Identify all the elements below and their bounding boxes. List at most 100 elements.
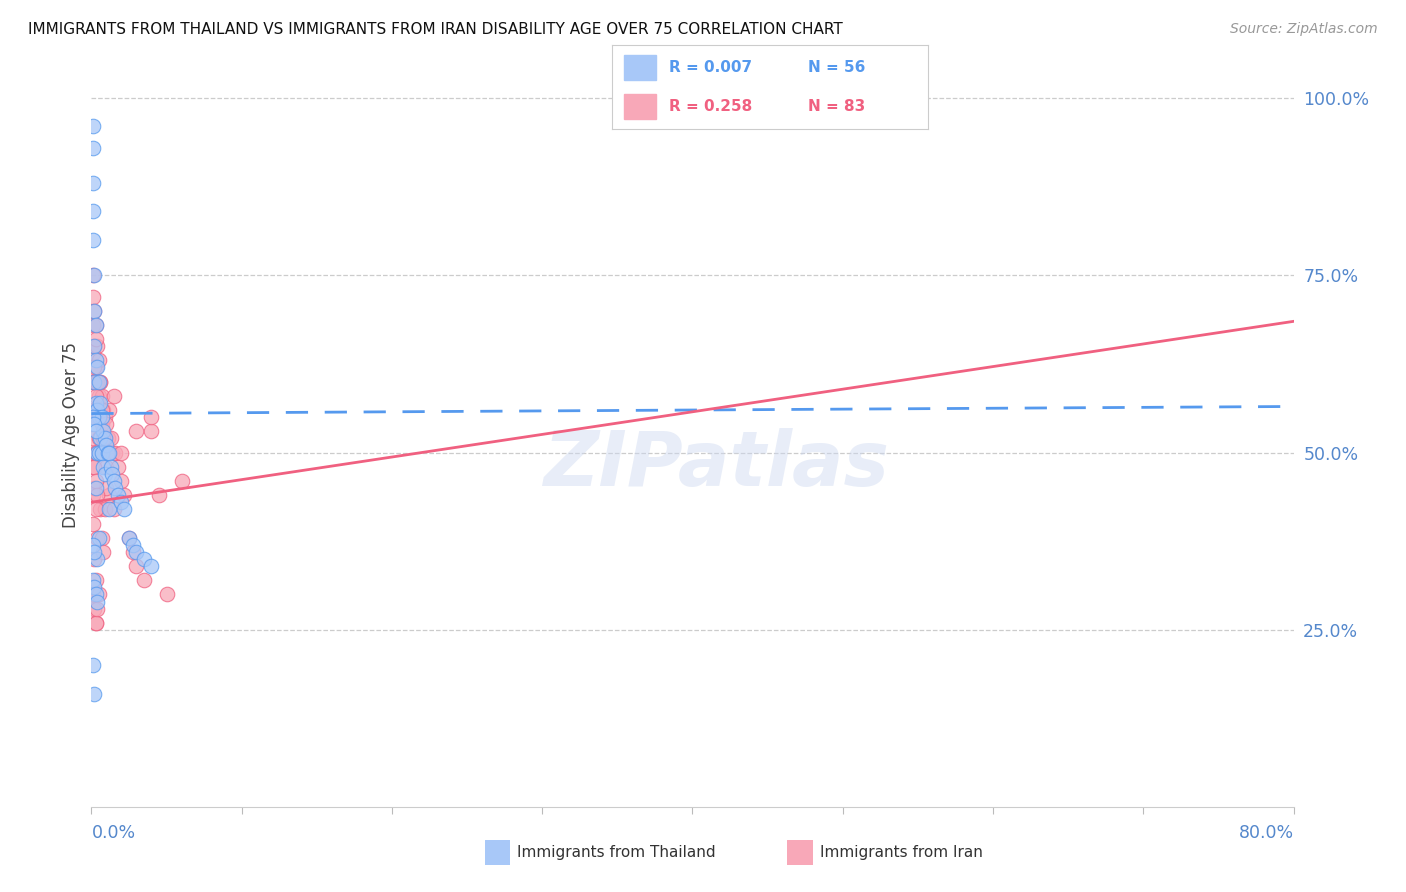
Point bbox=[82, 587, 104, 601]
Point bbox=[87, 410, 110, 425]
Point bbox=[94, 431, 117, 445]
Point bbox=[86, 594, 108, 608]
Point bbox=[84, 425, 107, 439]
Point bbox=[84, 502, 107, 516]
Point bbox=[82, 268, 104, 283]
Point bbox=[87, 587, 110, 601]
Point bbox=[98, 488, 121, 502]
Point bbox=[98, 445, 121, 459]
Text: ZIPatlas: ZIPatlas bbox=[544, 427, 890, 501]
Text: 80.0%: 80.0% bbox=[1239, 824, 1294, 842]
Point bbox=[83, 339, 105, 353]
Point bbox=[83, 687, 105, 701]
Point bbox=[84, 360, 107, 375]
Point bbox=[90, 445, 112, 459]
Point bbox=[86, 601, 108, 615]
Point bbox=[141, 559, 163, 574]
Point bbox=[84, 389, 107, 403]
Point bbox=[90, 389, 112, 403]
Text: Immigrants from Thailand: Immigrants from Thailand bbox=[517, 846, 716, 860]
Point bbox=[83, 303, 105, 318]
Point bbox=[94, 467, 117, 481]
Point bbox=[110, 474, 132, 488]
Point bbox=[101, 445, 124, 459]
Point bbox=[118, 531, 141, 545]
Point bbox=[86, 445, 108, 459]
Point bbox=[103, 502, 125, 516]
Point bbox=[104, 481, 127, 495]
Point bbox=[125, 559, 148, 574]
Point bbox=[86, 552, 108, 566]
Bar bbox=[624, 94, 655, 120]
Point bbox=[114, 488, 136, 502]
Point bbox=[83, 303, 105, 318]
Point bbox=[83, 339, 105, 353]
Point bbox=[103, 389, 125, 403]
Point bbox=[82, 516, 104, 531]
Point bbox=[82, 318, 104, 332]
Point bbox=[82, 403, 104, 417]
Point bbox=[83, 580, 105, 594]
Point bbox=[82, 410, 104, 425]
Point bbox=[87, 410, 110, 425]
Point bbox=[82, 431, 104, 445]
Text: N = 56: N = 56 bbox=[808, 60, 865, 75]
Point bbox=[82, 658, 104, 673]
Point bbox=[118, 531, 141, 545]
Point bbox=[83, 268, 105, 283]
Point bbox=[148, 488, 170, 502]
Point bbox=[84, 332, 107, 346]
Point bbox=[83, 545, 105, 559]
Point bbox=[86, 531, 108, 545]
Point bbox=[84, 615, 107, 630]
Text: Source: ZipAtlas.com: Source: ZipAtlas.com bbox=[1230, 22, 1378, 37]
Point bbox=[97, 431, 120, 445]
Point bbox=[84, 474, 107, 488]
Point bbox=[84, 396, 107, 410]
Point bbox=[83, 601, 105, 615]
Point bbox=[82, 289, 104, 303]
Point bbox=[82, 488, 104, 502]
Point bbox=[132, 552, 155, 566]
Point bbox=[122, 538, 145, 552]
Point bbox=[125, 545, 148, 559]
Point bbox=[83, 375, 105, 389]
Point bbox=[110, 495, 132, 509]
Point bbox=[89, 375, 111, 389]
Point bbox=[82, 375, 104, 389]
Point bbox=[98, 403, 121, 417]
Point bbox=[83, 410, 105, 425]
Point bbox=[93, 431, 115, 445]
Bar bbox=[624, 54, 655, 80]
Point bbox=[110, 445, 132, 459]
Point bbox=[86, 339, 108, 353]
Point bbox=[96, 438, 118, 452]
Point bbox=[94, 410, 117, 425]
Point bbox=[98, 502, 121, 516]
Point bbox=[83, 481, 105, 495]
Text: Immigrants from Iran: Immigrants from Iran bbox=[820, 846, 983, 860]
Point bbox=[89, 403, 111, 417]
Text: 0.0%: 0.0% bbox=[91, 824, 135, 842]
Point bbox=[82, 204, 104, 219]
Point bbox=[122, 545, 145, 559]
Point bbox=[87, 531, 110, 545]
Point bbox=[93, 459, 115, 474]
Point bbox=[90, 531, 112, 545]
Point bbox=[86, 410, 108, 425]
Text: IMMIGRANTS FROM THAILAND VS IMMIGRANTS FROM IRAN DISABILITY AGE OVER 75 CORRELAT: IMMIGRANTS FROM THAILAND VS IMMIGRANTS F… bbox=[28, 22, 842, 37]
Point bbox=[96, 481, 118, 495]
Point bbox=[87, 445, 110, 459]
Point bbox=[84, 403, 107, 417]
Point bbox=[107, 488, 129, 502]
Text: R = 0.258: R = 0.258 bbox=[669, 99, 752, 114]
Point bbox=[84, 445, 107, 459]
Point bbox=[87, 375, 110, 389]
Point bbox=[94, 502, 117, 516]
Point bbox=[90, 403, 112, 417]
Point bbox=[86, 375, 108, 389]
Point bbox=[101, 467, 124, 481]
Point bbox=[90, 410, 112, 425]
Point bbox=[87, 353, 110, 368]
Point bbox=[97, 445, 120, 459]
